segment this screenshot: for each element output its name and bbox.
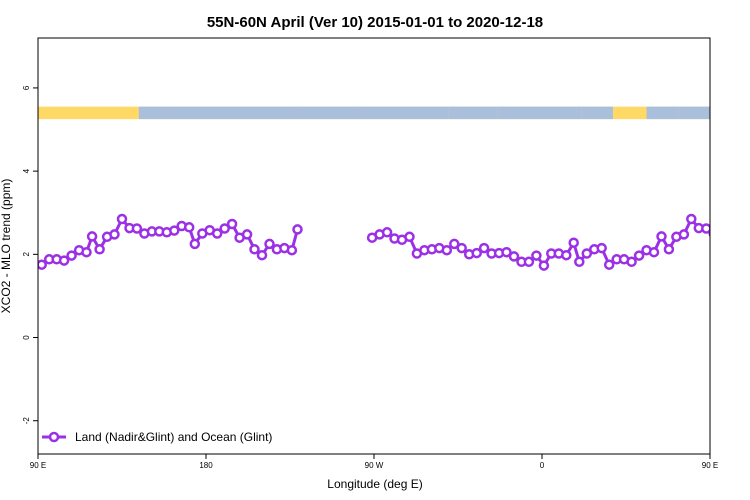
data-point-55 bbox=[501, 246, 512, 258]
data-point-47 bbox=[441, 244, 453, 256]
data-point-85 bbox=[725, 227, 733, 235]
data-point-29 bbox=[249, 244, 260, 255]
data-point-7 bbox=[86, 231, 98, 242]
data-point-64 bbox=[568, 237, 579, 248]
y-tick-label-0: -2 bbox=[22, 417, 31, 425]
data-point-63 bbox=[561, 249, 572, 261]
data-point-86 bbox=[732, 228, 740, 236]
ocean-band-1 bbox=[303, 106, 360, 120]
data-point-84 bbox=[717, 227, 725, 235]
ocean-wide-2 bbox=[497, 106, 582, 120]
ocean-band-0 bbox=[138, 106, 173, 120]
data-point-4 bbox=[66, 250, 77, 261]
ocean-band-3 bbox=[581, 106, 613, 120]
data-point-77 bbox=[663, 244, 675, 255]
x-axis: 90 E 180 90 W 0 90 E bbox=[30, 454, 718, 470]
data-point-52 bbox=[478, 242, 490, 254]
data-point-83 bbox=[708, 229, 710, 238]
data-point-10 bbox=[109, 229, 120, 240]
data-point-20 bbox=[183, 222, 195, 233]
data-point-73 bbox=[633, 250, 645, 261]
legend-marker-swatch bbox=[48, 431, 60, 443]
data-point-51 bbox=[471, 247, 482, 259]
x-tick-label-3: 0 bbox=[540, 461, 545, 470]
data-point-34 bbox=[286, 244, 298, 256]
data-point-68 bbox=[596, 242, 607, 254]
y-tick-label-2: 2 bbox=[22, 252, 31, 257]
data-point-31 bbox=[264, 238, 275, 250]
data-point-28 bbox=[241, 229, 253, 240]
x-tick-label-1: 180 bbox=[199, 461, 213, 470]
data-point-39 bbox=[381, 227, 393, 238]
data-point-75 bbox=[648, 246, 660, 258]
data-point-8 bbox=[94, 244, 105, 255]
ocean-wide-1 bbox=[359, 106, 449, 120]
data-point-18 bbox=[169, 225, 180, 236]
y-tick-label-4: 6 bbox=[22, 85, 31, 90]
ocean-band-2 bbox=[448, 106, 498, 120]
data-point-58 bbox=[523, 256, 535, 268]
ocean-wide-0 bbox=[172, 106, 304, 120]
data-point-65 bbox=[574, 256, 585, 268]
x-tick-label-4: 90 E bbox=[702, 461, 718, 470]
series-line-segment-1 bbox=[371, 216, 710, 269]
y-tick-label-1: 0 bbox=[22, 335, 31, 340]
chart-title: 55N-60N April (Ver 10) 2015-01-01 to 202… bbox=[207, 14, 543, 31]
data-point-24 bbox=[211, 228, 223, 239]
data-point-66 bbox=[581, 248, 593, 259]
data-point-48 bbox=[449, 238, 460, 250]
data-point-87 bbox=[740, 227, 748, 235]
data-point-3 bbox=[58, 255, 70, 266]
x-tick-label-2: 90 W bbox=[365, 461, 384, 470]
data-point-79 bbox=[678, 229, 690, 240]
data-point-60 bbox=[538, 260, 550, 271]
legend-label: Land (Nadir&Glint) and Ocean (Glint) bbox=[75, 430, 272, 444]
data-point-80 bbox=[686, 213, 697, 225]
data-point-21 bbox=[189, 238, 201, 250]
data-point-59 bbox=[531, 250, 542, 261]
y-axis-label: XCO2 - MLO trend (ppm) bbox=[0, 179, 13, 314]
y-axis: -2 0 2 4 6 bbox=[22, 85, 38, 424]
y-tick-label-3: 4 bbox=[22, 168, 31, 173]
data-point-82 bbox=[701, 223, 710, 234]
data-point-30 bbox=[256, 249, 268, 261]
legend: Land (Nadir&Glint) and Ocean (Glint) bbox=[42, 430, 272, 444]
series-group bbox=[38, 213, 748, 271]
data-point-11 bbox=[116, 213, 128, 225]
data-point-76 bbox=[656, 231, 667, 242]
x-tick-label-0: 90 E bbox=[30, 461, 46, 470]
data-point-56 bbox=[508, 251, 520, 262]
data-point-49 bbox=[456, 242, 467, 254]
ocean-band-4 bbox=[646, 106, 679, 120]
plot-frame bbox=[37, 37, 711, 455]
ocean-wide-3 bbox=[678, 106, 710, 120]
data-point-6 bbox=[81, 246, 92, 258]
data-point-25 bbox=[219, 223, 230, 234]
data-point-42 bbox=[404, 231, 415, 243]
data-point-26 bbox=[226, 218, 238, 230]
data-point-0 bbox=[38, 259, 47, 270]
x-axis-label: Longitude (deg E) bbox=[327, 477, 422, 491]
data-point-69 bbox=[603, 259, 615, 270]
data-point-13 bbox=[131, 223, 143, 234]
data-point-72 bbox=[626, 256, 637, 268]
data-point-35 bbox=[292, 224, 303, 235]
land-ocean-strip bbox=[38, 106, 710, 120]
